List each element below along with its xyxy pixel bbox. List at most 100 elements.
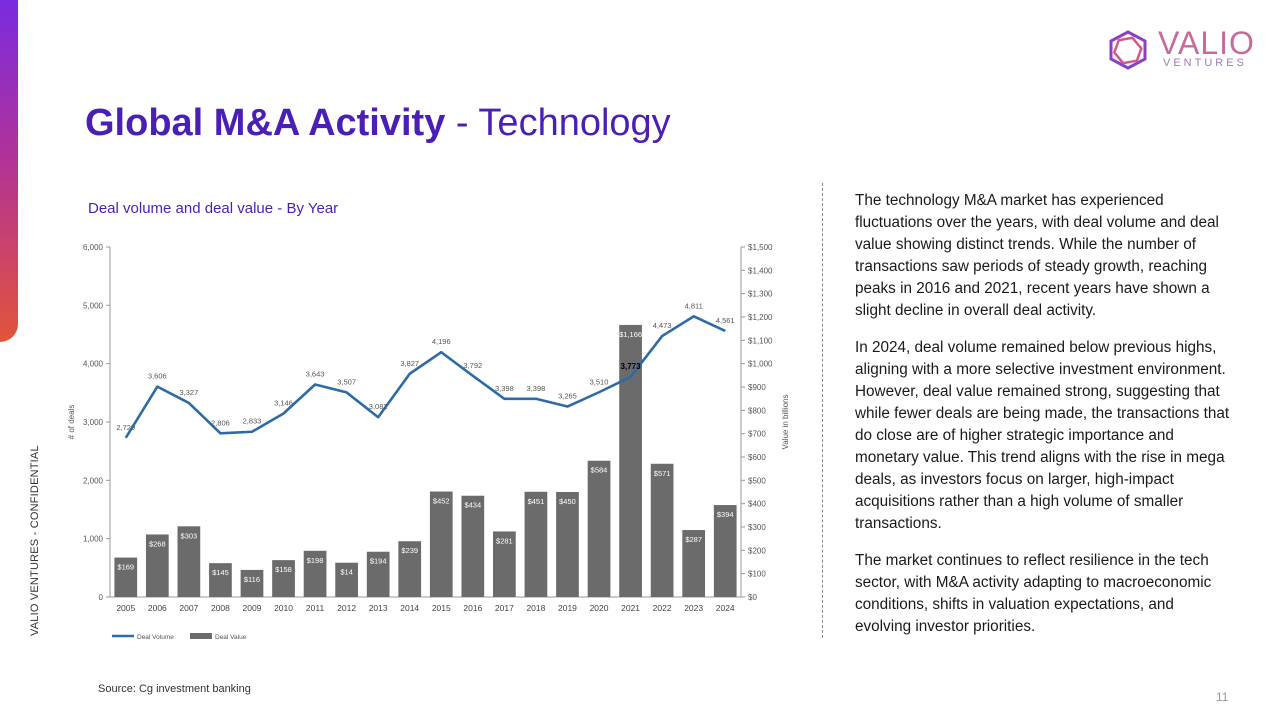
line-value-label: 3,643	[306, 369, 325, 378]
right-tick-label: $1,400	[748, 266, 773, 275]
line-value-label: 2,833	[243, 417, 262, 426]
line-value-label: 4,811	[685, 301, 703, 310]
page-title-bold: Global M&A Activity	[85, 102, 446, 144]
legend-bar-swatch	[190, 633, 212, 639]
right-tick-label: $600	[748, 453, 766, 462]
bar-deal-value	[114, 557, 138, 597]
legend-bar-label: Deal Value	[215, 634, 247, 641]
line-value-label: 4,196	[432, 337, 451, 346]
line-value-label: 3,398	[527, 384, 546, 393]
bar-deal-value	[429, 491, 453, 597]
x-tick-label: 2015	[432, 603, 451, 613]
bar-value-label: $450	[559, 497, 576, 506]
left-tick-label: 3,000	[83, 418, 104, 427]
left-axis-title: # of deals	[67, 405, 76, 440]
bar-deal-value	[587, 460, 611, 597]
bar-deal-value	[398, 541, 422, 597]
paragraph-1: The technology M&A market has experience…	[855, 192, 1219, 319]
logo-name: VALIO	[1158, 25, 1255, 61]
legend-line-label: Deal Volume	[137, 634, 174, 641]
bar-value-label: $584	[591, 466, 608, 475]
line-value-label: 3,398	[495, 384, 514, 393]
bar-deal-value	[177, 526, 201, 597]
left-tick-label: 5,000	[83, 301, 104, 310]
right-tick-label: $1,000	[748, 360, 773, 369]
right-tick-label: $900	[748, 383, 766, 392]
line-value-label: 3,773	[621, 362, 642, 371]
line-value-label: 3,827	[400, 359, 419, 368]
page-number: 11	[1216, 690, 1229, 704]
bar-deal-value	[461, 495, 485, 597]
bar-deal-value	[240, 569, 264, 597]
x-tick-label: 2017	[495, 603, 514, 613]
paragraph-3: The market continues to reflect resilien…	[855, 552, 1212, 635]
deal-volume-value-chart: 0 1,000 2,000 3,000 4,000 5,000 6,000 $0 $100 $20…	[67, 243, 790, 641]
line-value-label: 4,561	[716, 316, 735, 325]
x-tick-label: 2005	[116, 603, 135, 613]
line-value-label: 2,729	[116, 423, 135, 432]
line-value-label: 3,606	[148, 372, 167, 381]
deal-volume-line	[124, 315, 726, 439]
line-value-label: 3,507	[337, 377, 356, 386]
page-title: Global M&A Activity - Technology	[85, 102, 671, 145]
x-tick-label: 2019	[558, 603, 577, 613]
x-tick-label: 2013	[369, 603, 388, 613]
line-value-label: 3,510	[590, 377, 609, 386]
bar-deal-value	[209, 563, 232, 597]
line-value-label: 3,792	[463, 361, 482, 370]
commentary: The technology M&A market has experience…	[855, 190, 1230, 653]
bar-value-label: $571	[654, 469, 671, 478]
x-tick-label: 2016	[463, 603, 482, 613]
line-value-label: 4,473	[653, 321, 672, 330]
bar-value-label: $287	[685, 535, 702, 544]
right-tick-label: $500	[748, 476, 766, 485]
right-tick-label: $1,200	[748, 313, 773, 322]
logo-hexagon-icon	[1109, 30, 1147, 70]
x-tick-label: 2024	[716, 603, 735, 613]
bar-deal-value	[682, 530, 706, 597]
right-tick-label: $300	[748, 523, 766, 532]
right-tick-label: $800	[748, 406, 766, 415]
right-tick-label: $400	[748, 500, 766, 509]
bar-value-label: $194	[370, 557, 387, 566]
paragraph-2: In 2024, deal volume remained below prev…	[855, 339, 1230, 532]
source-note: Source: Cg investment banking	[98, 683, 251, 695]
bar-value-label: $158	[275, 565, 292, 574]
bar-value-label: $198	[307, 556, 324, 565]
bar-value-label: $303	[181, 531, 198, 540]
bar-value-label: $145	[212, 568, 229, 577]
bar-deal-value	[713, 505, 737, 597]
x-tick-label: 2020	[590, 603, 609, 613]
bar-deal-value	[556, 492, 579, 597]
x-tick-label: 2006	[148, 603, 167, 613]
bar-value-label: $452	[433, 497, 450, 506]
bar-deal-value	[524, 491, 548, 597]
bar-deal-value	[493, 531, 516, 597]
left-tick-label: 2,000	[83, 476, 104, 485]
page-title-light: - Technology	[455, 102, 671, 144]
right-tick-label: $0	[748, 593, 757, 602]
right-tick-label: $200	[748, 546, 766, 555]
bar-value-label: $451	[528, 497, 545, 506]
bar-value-label: $281	[496, 536, 513, 545]
bar-value-label: $268	[149, 539, 166, 548]
bar-deal-value	[145, 534, 169, 597]
company-logo: VALIO VENTURES	[1106, 25, 1254, 72]
x-tick-label: 2018	[526, 603, 545, 613]
x-tick-label: 2009	[243, 603, 262, 613]
x-tick-label: 2023	[684, 603, 703, 613]
right-tick-label: $700	[748, 430, 766, 439]
x-tick-label: 2010	[274, 603, 293, 613]
right-tick-label: $100	[748, 570, 766, 579]
left-tick-label: 1,000	[83, 535, 104, 544]
line-value-label: 3,265	[558, 392, 577, 401]
bar-value-label: $116	[244, 575, 260, 584]
right-tick-label: $1,500	[748, 243, 773, 252]
bar-value-label: $394	[717, 510, 734, 519]
bar-value-label: $434	[464, 501, 481, 510]
line-value-label: 3,146	[274, 398, 293, 407]
bar-value-label: $239	[401, 546, 418, 555]
bar-deal-value	[303, 550, 327, 597]
bar-value-label: $169	[117, 563, 134, 572]
line-value-label: 2,806	[211, 418, 230, 427]
